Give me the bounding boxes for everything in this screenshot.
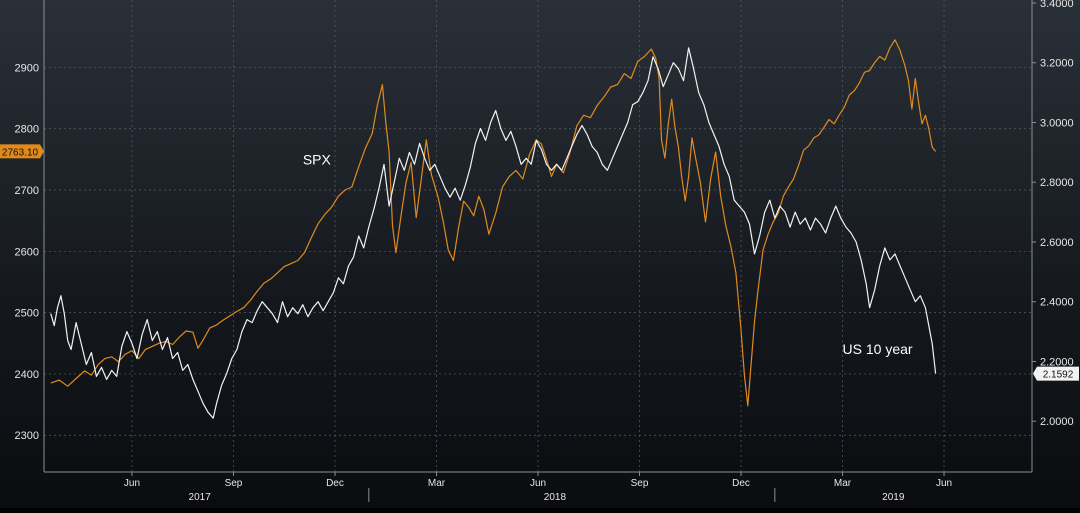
annotation-spx: SPX bbox=[303, 151, 332, 167]
right-tick-label: 3.2000 bbox=[1040, 58, 1074, 70]
right-tick-label: 3.0000 bbox=[1040, 117, 1074, 129]
series-group bbox=[50, 39, 937, 419]
year-label: 2019 bbox=[882, 492, 905, 503]
left-tick-label: 2700 bbox=[15, 185, 39, 197]
spx-last-value: 2763.10 bbox=[2, 147, 39, 158]
series-line-us-10-year bbox=[50, 47, 937, 419]
left-tick-label: 2300 bbox=[15, 430, 39, 442]
right-tick-label: 2.0000 bbox=[1040, 416, 1074, 428]
ust-badge-arrow bbox=[1033, 366, 1037, 381]
x-tick-label: Jun bbox=[124, 478, 140, 489]
ust-last-value-badge bbox=[1037, 366, 1079, 381]
left-tick-label: 2800 bbox=[15, 124, 39, 136]
spx-badge-arrow bbox=[40, 144, 44, 159]
series-line-spx bbox=[50, 39, 937, 407]
ust-last-value: 2.1592 bbox=[1043, 370, 1074, 381]
x-tick-label: Sep bbox=[631, 478, 649, 489]
x-tick-label: Jun bbox=[936, 478, 952, 489]
left-tick-label: 2400 bbox=[15, 369, 39, 381]
right-tick-label: 2.2000 bbox=[1040, 356, 1074, 368]
spx-last-value-badge bbox=[0, 144, 40, 159]
x-tick-label: Dec bbox=[732, 478, 750, 489]
left-tick-label: 2900 bbox=[15, 62, 39, 74]
right-tick-label: 2.4000 bbox=[1040, 297, 1074, 309]
year-label: 2017 bbox=[189, 492, 212, 503]
left-tick-label: 2500 bbox=[15, 308, 39, 320]
grid-lines bbox=[44, 0, 1032, 472]
right-tick-label: 2.8000 bbox=[1040, 177, 1074, 189]
right-tick-label: 2.6000 bbox=[1040, 237, 1074, 249]
axes: 2300 2400 2500 2600 2700 2800 2900 2.0000 2.2000… bbox=[15, 0, 1074, 503]
right-tick-label: 3.4000 bbox=[1040, 0, 1074, 10]
x-tick-label: Jun bbox=[530, 478, 546, 489]
left-tick-label: 2600 bbox=[15, 246, 39, 258]
year-label: 2018 bbox=[544, 492, 567, 503]
x-tick-label: Mar bbox=[834, 478, 852, 489]
x-tick-label: Mar bbox=[428, 478, 446, 489]
x-tick-label: Dec bbox=[326, 478, 344, 489]
x-tick-label: Sep bbox=[225, 478, 243, 489]
annotation-us-10-year: US 10 year bbox=[843, 341, 913, 357]
chart-labels: 2763.10 2.1592 SPX US 10 year bbox=[0, 144, 1079, 381]
